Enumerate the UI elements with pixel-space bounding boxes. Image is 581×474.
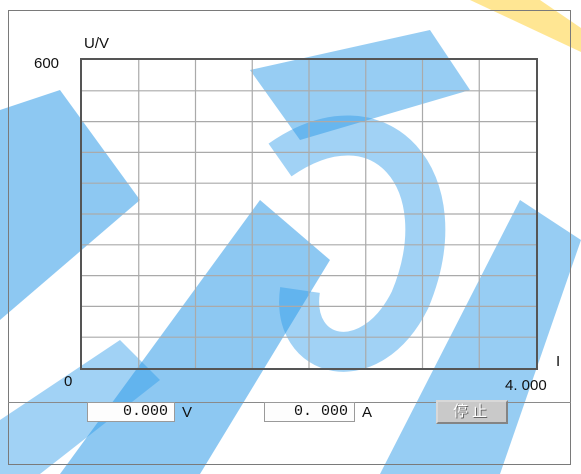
chart-grid — [82, 60, 536, 368]
current-unit-label: A — [362, 404, 373, 421]
voltage-readout: 0.000 — [87, 402, 175, 422]
panel-frame — [8, 10, 571, 465]
y-tick-label-max: 600 — [34, 55, 60, 72]
x-axis-title: I — [556, 353, 561, 370]
watermark-yellow-stripe — [470, 0, 581, 52]
watermark-stripe-1 — [0, 90, 140, 320]
y-tick-label-min: 0 — [64, 373, 73, 390]
voltage-unit-label: V — [182, 404, 193, 421]
current-readout: 0. 000 — [264, 402, 355, 422]
x-tick-label-max: 4. 000 — [505, 377, 547, 394]
y-axis-title: U/V — [84, 35, 110, 52]
watermark-stripe-5 — [0, 340, 160, 474]
stop-button[interactable]: 停止 — [436, 400, 508, 424]
watermark-arc — [268, 115, 446, 372]
chart-plot-area — [80, 58, 538, 370]
watermark-stripe-3 — [250, 30, 470, 140]
